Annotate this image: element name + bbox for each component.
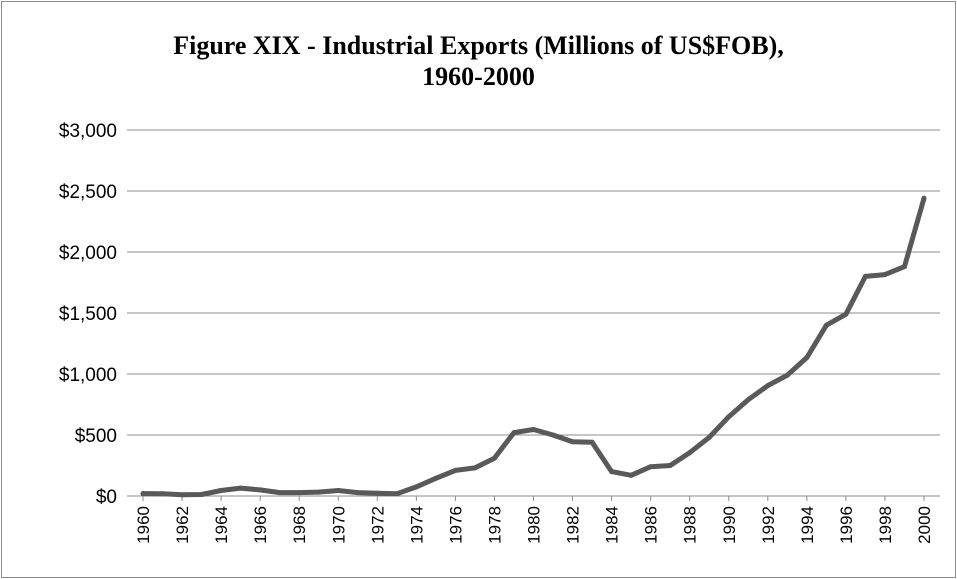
x-tick-label: 1960 — [134, 506, 153, 544]
x-tick-label: 1984 — [603, 506, 622, 544]
data-point — [316, 489, 322, 495]
data-point — [609, 469, 615, 475]
data-point — [784, 372, 790, 378]
x-tick-label: 1982 — [564, 506, 583, 544]
x-tick-label: 1988 — [681, 506, 700, 544]
data-point — [589, 439, 595, 445]
x-axis-ticks: 1960 1962 1964 1966 1968 1970 1972 1974 1976 1978… — [134, 496, 934, 544]
data-point — [745, 397, 751, 403]
data-point — [823, 322, 829, 328]
series-line — [140, 195, 927, 498]
x-tick-label: 1968 — [290, 506, 309, 544]
data-point — [706, 434, 712, 440]
y-tick-label: $1,000 — [59, 365, 117, 386]
data-point — [218, 488, 224, 493]
chart-title-line2: 1960-2000 — [422, 62, 535, 91]
y-axis-ticks: $0 $500 $1,000 $1,500 $2,000 $2,500 $3,000 — [59, 121, 117, 508]
data-point — [179, 492, 185, 498]
data-point — [765, 383, 771, 389]
data-point — [921, 195, 927, 201]
x-tick-label: 2000 — [915, 506, 934, 544]
data-point — [413, 484, 419, 490]
chart-title-line1: Figure XIX - Industrial Exports (Million… — [173, 31, 784, 60]
x-tick-label: 1990 — [720, 506, 739, 544]
y-tick-label: $2,500 — [59, 182, 117, 203]
data-point — [804, 355, 810, 360]
data-point — [374, 490, 380, 496]
x-tick-label: 1996 — [837, 506, 856, 544]
data-point — [570, 439, 575, 445]
y-tick-label: $2,000 — [59, 243, 117, 264]
data-point — [199, 492, 205, 497]
x-tick-label: 1976 — [446, 506, 465, 544]
x-tick-label: 1998 — [876, 506, 895, 544]
x-tick-label: 1994 — [798, 506, 817, 544]
data-point — [511, 430, 517, 436]
data-point — [726, 414, 732, 420]
data-point — [238, 485, 244, 491]
data-point — [882, 272, 888, 278]
data-point — [296, 490, 302, 496]
data-point — [160, 491, 165, 497]
data-point — [902, 264, 907, 270]
x-tick-label: 1962 — [173, 506, 192, 544]
data-point — [667, 463, 673, 468]
x-tick-label: 1992 — [759, 506, 778, 544]
data-point — [277, 490, 283, 496]
data-point — [550, 432, 556, 438]
data-point — [452, 467, 458, 473]
x-tick-label: 1986 — [642, 506, 661, 544]
x-tick-label: 1964 — [212, 506, 231, 544]
data-point — [257, 487, 263, 493]
x-tick-label: 1970 — [329, 506, 348, 544]
data-point — [355, 490, 361, 496]
data-point — [862, 273, 868, 279]
x-tick-label: 1966 — [251, 506, 270, 544]
data-point — [687, 450, 693, 456]
data-point — [140, 491, 146, 497]
data-point — [394, 491, 400, 497]
data-point — [472, 465, 478, 471]
data-point — [843, 311, 849, 317]
chart-title: Figure XIX - Industrial Exports (Million… — [0, 30, 957, 92]
y-tick-label: $0 — [96, 487, 117, 508]
x-tick-label: 1980 — [525, 506, 544, 544]
data-point — [491, 455, 497, 461]
y-tick-label: $500 — [75, 426, 117, 447]
x-tick-label: 1974 — [407, 506, 426, 544]
data-point — [433, 475, 439, 481]
data-point — [628, 472, 634, 478]
data-point — [648, 464, 654, 470]
x-tick-label: 1972 — [368, 506, 387, 544]
data-point — [335, 488, 341, 493]
gridlines — [127, 129, 940, 497]
data-point — [531, 427, 536, 432]
x-tick-label: 1978 — [485, 506, 504, 544]
y-tick-label: $1,500 — [59, 304, 117, 325]
series-group — [140, 195, 927, 498]
y-tick-label: $3,000 — [59, 121, 117, 142]
